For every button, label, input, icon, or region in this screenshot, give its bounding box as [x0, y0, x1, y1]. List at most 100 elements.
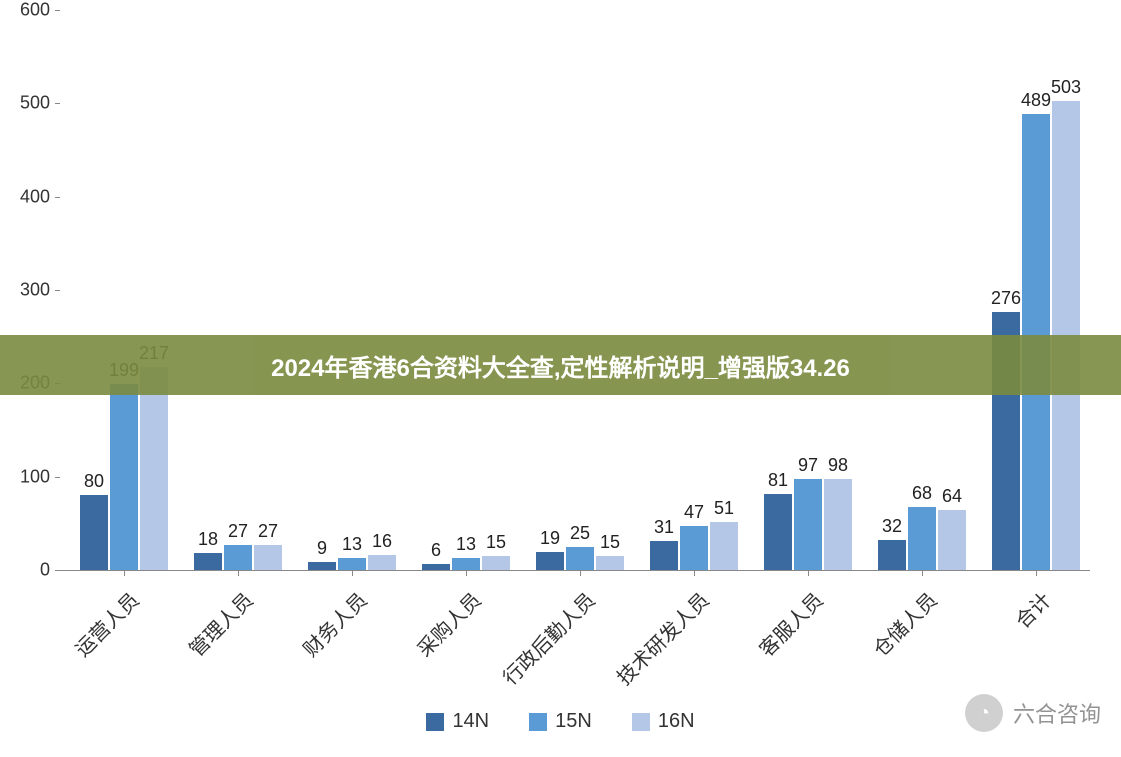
x-axis-category-label: 客服人员	[723, 585, 828, 690]
bar-group: 80199217	[80, 367, 168, 570]
bar: 64	[938, 510, 966, 570]
bar: 32	[878, 540, 906, 570]
bar-value-label: 9	[317, 538, 327, 559]
y-axis-tick-label: 500	[0, 93, 50, 114]
x-axis-tick-mark	[580, 570, 581, 576]
overlay-banner-text: 2024年香港6合资料大全查,定性解析说明_增强版34.26	[271, 348, 850, 383]
bar-value-label: 32	[882, 516, 902, 537]
bar-group: 182727	[194, 545, 282, 570]
bar-group: 61315	[422, 556, 510, 570]
bar-value-label: 27	[228, 521, 248, 542]
bar: 27	[254, 545, 282, 570]
bar-group: 314751	[650, 522, 738, 570]
bar-value-label: 98	[828, 455, 848, 476]
bar: 15	[596, 556, 624, 570]
bar: 13	[338, 558, 366, 570]
x-axis-tick-mark	[124, 570, 125, 576]
legend: 14N 15N 16N	[0, 710, 1121, 733]
bar-value-label: 97	[798, 455, 818, 476]
bar-value-label: 51	[714, 498, 734, 519]
legend-label: 14N	[452, 710, 489, 733]
bar: 80	[80, 495, 108, 570]
legend-label: 16N	[658, 710, 695, 733]
x-axis-tick-mark	[466, 570, 467, 576]
watermark: ◔ 六合咨询	[965, 694, 1101, 732]
bar: 81	[764, 494, 792, 570]
bar-value-label: 276	[991, 288, 1021, 309]
y-axis-tick-label: 400	[0, 186, 50, 207]
bar-value-label: 18	[198, 529, 218, 550]
plot-area: 8019921718272791316613151925153147518197…	[60, 10, 1090, 570]
y-axis-tick-mark	[55, 477, 60, 478]
bar-value-label: 80	[84, 471, 104, 492]
wechat-icon: ◔	[965, 694, 1003, 732]
y-axis-tick-mark	[55, 197, 60, 198]
x-axis-tick-mark	[694, 570, 695, 576]
bar-value-label: 16	[372, 531, 392, 552]
y-axis-tick-mark	[55, 290, 60, 291]
bar: 97	[794, 479, 822, 570]
watermark-text: 六合咨询	[1013, 697, 1101, 729]
y-axis-tick-mark	[55, 10, 60, 11]
bar: 51	[710, 522, 738, 570]
bar-value-label: 13	[456, 534, 476, 555]
bar-value-label: 31	[654, 517, 674, 538]
legend-label: 15N	[555, 710, 592, 733]
x-axis-category-label: 运营人员	[39, 585, 144, 690]
bar: 13	[452, 558, 480, 570]
bar: 217	[140, 367, 168, 570]
bar-value-label: 503	[1051, 77, 1081, 98]
bar: 98	[824, 479, 852, 570]
y-axis-tick-label: 100	[0, 466, 50, 487]
x-axis-tick-mark	[808, 570, 809, 576]
legend-item-14n: 14N	[426, 710, 489, 733]
bar: 9	[308, 562, 336, 570]
bar-value-label: 15	[486, 532, 506, 553]
x-axis-category-label: 财务人员	[267, 585, 372, 690]
bar-group: 819798	[764, 479, 852, 570]
legend-swatch	[529, 713, 547, 731]
bar: 25	[566, 547, 594, 570]
x-axis-tick-mark	[238, 570, 239, 576]
bar: 31	[650, 541, 678, 570]
x-axis-category-label: 行政后勤人员	[495, 585, 600, 690]
bar-group: 91316	[308, 555, 396, 570]
x-axis-category-label: 采购人员	[381, 585, 486, 690]
bar-value-label: 64	[942, 486, 962, 507]
bar-value-label: 81	[768, 470, 788, 491]
x-axis-tick-mark	[922, 570, 923, 576]
x-axis-tick-mark	[1036, 570, 1037, 576]
bar-value-label: 13	[342, 534, 362, 555]
x-axis-category-label: 仓储人员	[837, 585, 942, 690]
bar: 15	[482, 556, 510, 570]
y-axis-tick-mark	[55, 103, 60, 104]
bar-value-label: 47	[684, 502, 704, 523]
bar-value-label: 19	[540, 528, 560, 549]
legend-item-15n: 15N	[529, 710, 592, 733]
bar-value-label: 25	[570, 523, 590, 544]
legend-swatch	[632, 713, 650, 731]
wechat-icon-glyph: ◔	[978, 702, 990, 725]
bar-group: 192515	[536, 547, 624, 570]
bar-value-label: 27	[258, 521, 278, 542]
bar-group: 326864	[878, 507, 966, 570]
legend-item-16n: 16N	[632, 710, 695, 733]
bar: 199	[110, 384, 138, 570]
x-axis-category-label: 管理人员	[153, 585, 258, 690]
bar: 18	[194, 553, 222, 570]
x-axis-category-label: 技术研发人员	[609, 585, 714, 690]
y-axis-tick-label: 0	[0, 560, 50, 581]
y-axis-tick-label: 300	[0, 280, 50, 301]
overlay-banner: 2024年香港6合资料大全查,定性解析说明_增强版34.26	[0, 335, 1121, 395]
bar-value-label: 15	[600, 532, 620, 553]
bar-value-label: 68	[912, 483, 932, 504]
y-axis-tick-label: 600	[0, 0, 50, 21]
bar: 19	[536, 552, 564, 570]
legend-swatch	[426, 713, 444, 731]
bar: 27	[224, 545, 252, 570]
bar: 47	[680, 526, 708, 570]
x-axis-line	[60, 570, 1090, 571]
bar-value-label: 6	[431, 540, 441, 561]
x-axis-category-label: 合计	[951, 585, 1056, 690]
chart-container: 8019921718272791316613151925153147518197…	[0, 0, 1121, 757]
